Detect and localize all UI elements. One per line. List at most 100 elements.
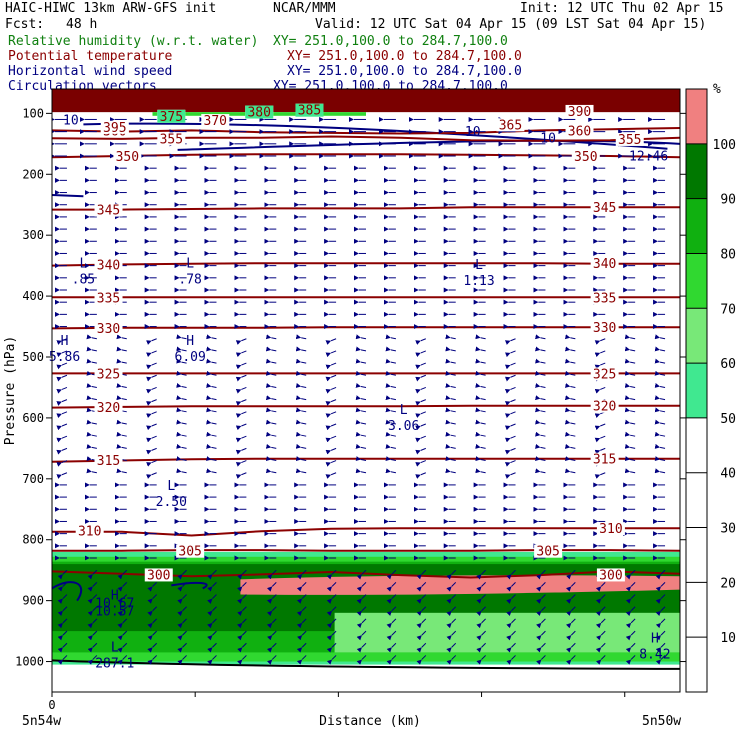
circulation-vector: [476, 655, 486, 665]
circulation-vector: [355, 370, 367, 376]
circulation-vector: [296, 569, 307, 580]
circulation-vector: [176, 407, 187, 413]
theta-label-335: 335: [97, 291, 120, 306]
circulation-vector: [147, 642, 158, 653]
circulation-vector: [56, 460, 68, 467]
circulation-vector: [117, 606, 128, 617]
circulation-vector: [564, 370, 576, 376]
circulation-vector: [475, 334, 486, 340]
circulation-vector: [416, 642, 427, 653]
circulation-vector: [147, 618, 158, 629]
circulation-vector: [265, 370, 277, 376]
circulation-vector: [235, 435, 247, 443]
wind-label-12.46: 12.46: [629, 149, 668, 164]
circulation-vector: [595, 606, 606, 617]
circulation-vector: [624, 443, 636, 449]
circulation-vector: [385, 334, 397, 340]
circulation-vector: [355, 334, 367, 340]
circulation-vector: [475, 370, 486, 376]
theta-label-345: 345: [97, 204, 120, 219]
circulation-vector: [386, 642, 397, 653]
circulation-vector: [176, 334, 187, 340]
circulation-vector: [146, 399, 157, 406]
circulation-vector: [566, 594, 576, 604]
circulation-vector: [445, 395, 456, 401]
circulation-vector: [356, 569, 367, 580]
circulation-vector: [564, 346, 576, 352]
circulation-vector: [326, 569, 337, 580]
circulation-vector: [355, 468, 367, 474]
circulation-vector: [504, 460, 516, 467]
circulation-vector: [536, 594, 546, 604]
circulation-vector: [654, 346, 666, 352]
circulation-vector: [117, 582, 128, 592]
circulation-vector: [266, 594, 277, 604]
circulation-vector: [355, 456, 367, 462]
rh-region-upper: [52, 89, 680, 113]
circulation-vector: [356, 594, 367, 604]
circulation-vector: [566, 642, 576, 653]
circulation-vector: [235, 460, 247, 467]
circulation-vector: [625, 582, 636, 592]
circulation-vector: [176, 419, 187, 425]
circulation-vector: [506, 630, 516, 641]
circulation-vector: [116, 456, 127, 462]
circulation-vector: [235, 423, 247, 431]
field-wind-xy: XY= 251.0,100.0 to 284.7,100.0: [287, 64, 522, 79]
theta-label-bg: [565, 124, 594, 138]
circulation-vector: [235, 338, 247, 345]
theta-label-340: 340: [593, 257, 616, 272]
circulation-vector: [176, 456, 187, 462]
circulation-vector: [206, 431, 217, 437]
circulation-vector: [564, 395, 576, 401]
circulation-vector: [56, 435, 68, 443]
theta-label-395: 395: [103, 121, 126, 136]
colorbar-label-90: 90: [720, 193, 736, 208]
circulation-vector: [266, 582, 277, 592]
theta-label-bg: [94, 203, 123, 217]
y-tick-label-700: 700: [22, 472, 44, 486]
circulation-vector: [566, 606, 576, 617]
circulation-vector: [385, 346, 397, 352]
rh-label-bg: [157, 109, 186, 123]
circulation-vector: [654, 383, 666, 388]
fcst-label: Fcst:: [5, 17, 45, 32]
circulation-vector: [296, 642, 307, 653]
circulation-vector: [445, 370, 456, 376]
circulation-vector: [266, 642, 277, 653]
y-tick-label-1000: 1000: [15, 655, 44, 669]
circulation-vector: [207, 582, 217, 592]
theta-label-bg: [94, 258, 123, 272]
theta-label-bg: [94, 321, 123, 335]
circulation-vector: [146, 472, 157, 479]
theta-contour-305: [52, 549, 680, 552]
circulation-vector: [385, 407, 397, 413]
circulation-vector: [415, 399, 426, 406]
circulation-vector: [57, 606, 68, 617]
circulation-vector: [206, 358, 217, 364]
theta-label-bg: [94, 400, 123, 414]
circulation-vector: [445, 419, 456, 425]
circulation-vector: [295, 346, 307, 352]
circulation-vector: [87, 655, 98, 665]
circulation-vector: [654, 456, 666, 462]
circulation-vector: [386, 582, 397, 592]
circulation-vector: [655, 594, 666, 604]
circulation-vector: [385, 370, 397, 376]
circulation-vector: [385, 443, 397, 449]
extremum-value-.78: .78: [178, 273, 201, 288]
theta-label-315: 315: [593, 453, 616, 468]
circulation-vector: [356, 582, 367, 592]
circulation-vector: [655, 569, 666, 580]
colorbar-bin-70: [686, 253, 707, 309]
theta-label-bg: [201, 114, 230, 128]
circulation-vector: [564, 358, 576, 364]
circulation-vector: [326, 582, 337, 592]
circulation-vector: [295, 334, 307, 340]
y-tick-label-100: 100: [22, 106, 44, 120]
circulation-vector: [624, 468, 636, 474]
circulation-vector: [476, 582, 486, 592]
circulation-vector: [116, 346, 127, 352]
circulation-vector: [385, 358, 397, 364]
circulation-vector: [506, 606, 516, 617]
